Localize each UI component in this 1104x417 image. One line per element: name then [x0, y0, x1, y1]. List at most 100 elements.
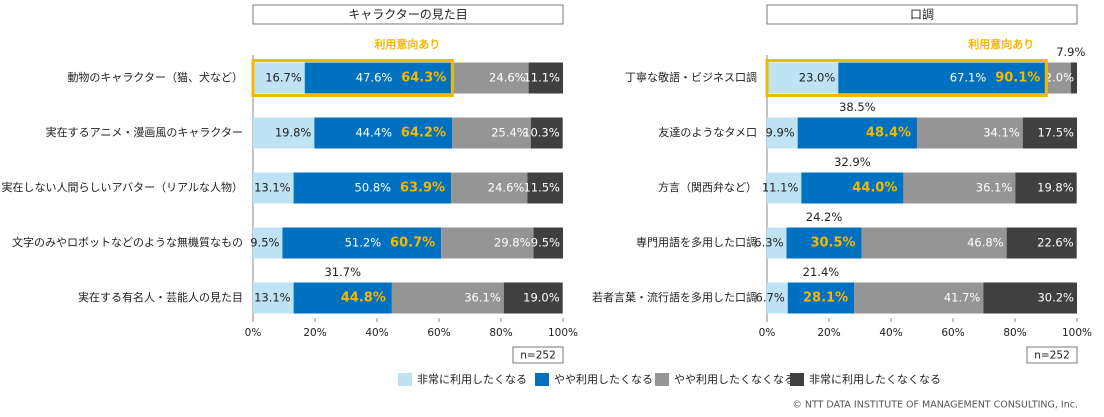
panel-title: キャラクターの見た目: [348, 8, 468, 22]
legend-swatch: [655, 373, 669, 386]
value-label: 9.9%: [765, 126, 794, 140]
x-tick-label: 40%: [365, 327, 388, 339]
bar-segment: [797, 117, 918, 149]
bar-segment: [767, 227, 787, 259]
x-tick-label: 80%: [489, 327, 512, 339]
bar-segment: [528, 62, 563, 94]
total-label: 48.4%: [866, 126, 911, 141]
bar-segment: [441, 227, 534, 259]
bar-segment: [391, 282, 504, 314]
total-label: 64.3%: [401, 71, 446, 86]
bar-segment: [838, 62, 1047, 94]
total-label: 30.5%: [810, 236, 855, 251]
bar-segment: [452, 117, 531, 149]
x-tick-label: 100%: [548, 327, 578, 339]
x-tick-label: 0%: [245, 327, 262, 339]
x-tick-label: 80%: [1003, 327, 1026, 339]
bar-segment: [1006, 227, 1077, 259]
value-label: 7.9%: [1056, 45, 1085, 59]
category-label: 若者言葉・流行語を多用した口調: [592, 290, 757, 304]
value-label: 46.8%: [967, 236, 1004, 250]
value-label: 38.5%: [839, 100, 876, 114]
value-label: 44.4%: [355, 126, 392, 140]
x-tick-label: 60%: [427, 327, 450, 339]
total-label: 44.0%: [852, 181, 897, 196]
value-label: 19.0%: [523, 291, 560, 305]
x-tick-label: 100%: [1062, 327, 1092, 339]
value-label: 22.6%: [1037, 236, 1074, 250]
copyright: © NTT DATA INSTITUTE OF MANAGEMENT CONSU…: [792, 400, 1078, 411]
category-label: 方言（関西弁など）: [658, 180, 757, 194]
highlight-box: [765, 59, 1048, 97]
note-box: [1026, 346, 1078, 364]
panel-title-box: [766, 4, 1078, 25]
x-tick-label: 20%: [817, 327, 840, 339]
value-label: 36.1%: [464, 291, 501, 305]
bar-segment: [503, 282, 563, 314]
note: n=252: [520, 350, 556, 362]
legend-swatch: [535, 373, 549, 386]
value-label: 9.5%: [250, 236, 279, 250]
value-label: 41.7%: [944, 291, 981, 305]
value-label: 67.1%: [950, 71, 987, 85]
note-box: [512, 346, 564, 364]
value-label: 13.1%: [254, 291, 291, 305]
total-label: 64.2%: [401, 126, 446, 141]
category-label: 動物のキャラクター（猫、犬など）: [67, 70, 243, 84]
value-label: 6.3%: [754, 236, 783, 250]
category-label: 実在するアニメ・漫画風のキャラクター: [46, 125, 243, 139]
total-label: 28.1%: [803, 291, 848, 306]
panel-title: 口調: [910, 8, 934, 22]
bar-segment: [786, 227, 862, 259]
value-label: 11.5%: [523, 181, 560, 195]
value-label: 6.7%: [756, 291, 785, 305]
bar-segment: [767, 62, 839, 94]
legend-swatch: [398, 373, 412, 386]
value-label: 13.1%: [254, 181, 291, 195]
note: n=252: [1034, 350, 1070, 362]
legend-label: やや利用したくなくなる: [674, 373, 795, 386]
legend-label: 非常に利用したくなる: [417, 373, 527, 386]
bar-segment: [801, 172, 904, 204]
bar-segment: [253, 282, 294, 314]
value-label: 19.8%: [1037, 181, 1074, 195]
bar-segment: [293, 282, 392, 314]
annotation: 利用意向あり: [968, 37, 1034, 51]
value-label: 51.2%: [345, 236, 382, 250]
bar-segment: [1046, 62, 1071, 94]
bar-segment: [533, 227, 563, 259]
bar-segment: [854, 282, 984, 314]
category-label: 友達のようなタメ口: [658, 125, 757, 139]
bar-segment: [530, 117, 563, 149]
bar-segment: [253, 62, 305, 94]
x-tick-label: 0%: [759, 327, 776, 339]
value-label: 36.1%: [976, 181, 1013, 195]
total-label: 63.9%: [400, 181, 445, 196]
value-label: 47.6%: [356, 71, 393, 85]
value-label: 24.6%: [488, 181, 525, 195]
bar-segment: [253, 117, 315, 149]
bar-segment: [253, 172, 294, 204]
bar-segment: [917, 117, 1023, 149]
bar-segment: [767, 117, 798, 149]
category-label: 丁寧な敬語・ビジネス口調: [625, 70, 757, 84]
bar-segment: [451, 172, 528, 204]
bar-segment: [452, 62, 529, 94]
category-label: 実在する有名人・芸能人の見た目: [78, 290, 243, 304]
value-label: 17.5%: [1037, 126, 1074, 140]
value-label: 11.1%: [762, 181, 799, 195]
panel-title-box: [252, 4, 564, 25]
total-label: 90.1%: [995, 71, 1040, 86]
value-label: 10.3%: [523, 126, 560, 140]
bar-segment: [293, 172, 452, 204]
value-label: 34.1%: [983, 126, 1020, 140]
value-label: 31.7%: [324, 265, 361, 279]
bar-segment: [983, 282, 1077, 314]
category-label: 専門用語を多用した口調: [636, 235, 757, 249]
highlight-box: [251, 59, 454, 97]
x-tick-label: 40%: [879, 327, 902, 339]
value-label: 50.8%: [355, 181, 392, 195]
value-label: 25.4%: [491, 126, 528, 140]
legend-swatch: [790, 373, 804, 386]
